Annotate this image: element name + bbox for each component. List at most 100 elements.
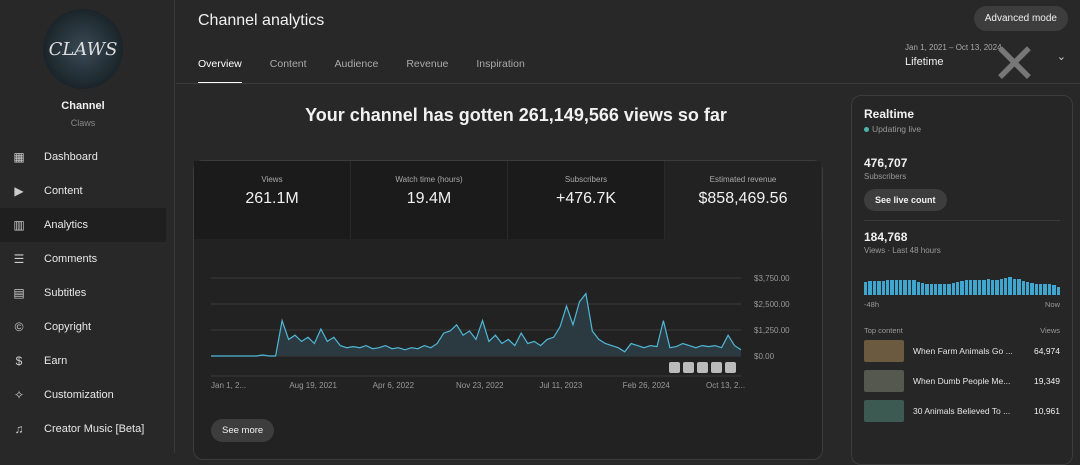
tab-audience[interactable]: Audience bbox=[335, 58, 379, 84]
realtime-bar bbox=[930, 284, 933, 295]
channel-name: Claws bbox=[0, 118, 166, 128]
realtime-bar bbox=[908, 280, 911, 295]
realtime-bar bbox=[1026, 282, 1029, 295]
see-more-button[interactable]: See more bbox=[211, 419, 274, 442]
chart-control-button[interactable] bbox=[697, 362, 708, 373]
top-content-item[interactable]: 30 Animals Believed To ...10,961 bbox=[864, 397, 1060, 425]
realtime-bar bbox=[1022, 281, 1025, 295]
metric-label: Estimated revenue bbox=[665, 175, 821, 184]
realtime-bar bbox=[1043, 284, 1046, 295]
tab-content[interactable]: Content bbox=[270, 58, 307, 84]
main: Channel analytics Overview Content Audienc… bbox=[176, 0, 1080, 453]
views-label: Views · Last 48 hours bbox=[864, 246, 1060, 255]
realtime-bar bbox=[934, 284, 937, 295]
realtime-bar bbox=[903, 280, 906, 295]
realtime-bar bbox=[917, 282, 920, 295]
advanced-mode-button[interactable]: Advanced mode bbox=[974, 6, 1068, 31]
realtime-bar bbox=[943, 284, 946, 295]
sidebar-item-comments[interactable]: ☰ Comments bbox=[0, 242, 166, 276]
realtime-bar bbox=[987, 279, 990, 295]
video-title: 30 Animals Believed To ... bbox=[913, 406, 1034, 416]
y-tick-label: $2,500.00 bbox=[754, 300, 790, 309]
sidebar-item-creator[interactable]: ♫Creator Music [Beta] bbox=[0, 412, 166, 446]
views-headline: Your channel has gotten 261,149,566 view… bbox=[193, 105, 839, 126]
sidebar-item-label: Earn bbox=[44, 355, 67, 367]
tab-overview[interactable]: Overview bbox=[198, 58, 242, 84]
sidebar-item-label: Comments bbox=[44, 253, 97, 265]
magic-wand-icon: ✧ bbox=[12, 388, 26, 402]
y-tick-label: $3,750.00 bbox=[754, 274, 790, 283]
metric-value: 19.4M bbox=[351, 190, 507, 208]
sidebar-item-analytics[interactable]: ▥Analytics bbox=[0, 208, 166, 242]
divider bbox=[176, 83, 1080, 84]
sidebar-item-earn[interactable]: $ Earn bbox=[0, 344, 166, 378]
comments-icon: ☰ bbox=[12, 252, 26, 266]
sidebar-item-label: Analytics bbox=[44, 219, 88, 231]
date-range[interactable]: Jan 1, 2021 – Oct 13, 2024 bbox=[905, 43, 1002, 52]
x-tick-label: Feb 26, 2024 bbox=[623, 381, 671, 390]
metric-value: +476.7K bbox=[508, 190, 664, 208]
realtime-bar bbox=[991, 280, 994, 295]
top-content-item[interactable]: When Dumb People Me...19,349 bbox=[864, 367, 1060, 395]
close-icon: ✕ bbox=[991, 36, 1038, 92]
channel-avatar[interactable]: CLAWS bbox=[43, 9, 123, 89]
page-title: Channel analytics bbox=[198, 12, 324, 30]
chart-control-button[interactable] bbox=[725, 362, 736, 373]
realtime-bar bbox=[1004, 278, 1007, 295]
realtime-bar bbox=[895, 280, 898, 295]
realtime-bar bbox=[947, 284, 950, 295]
metric-estimated[interactable]: Estimated revenue $858,469.56 bbox=[665, 161, 822, 239]
chart-control-button[interactable] bbox=[711, 362, 722, 373]
realtime-bar bbox=[873, 281, 876, 295]
axis-start: -48h bbox=[864, 300, 879, 309]
top-content-item[interactable]: When Farm Animals Go ...64,974 bbox=[864, 337, 1060, 365]
sidebar-item-customization[interactable]: ✧Customization bbox=[0, 378, 166, 412]
sidebar-item-label: Subtitles bbox=[44, 287, 86, 299]
realtime-bar bbox=[890, 280, 893, 295]
live-status-text: Updating live bbox=[872, 124, 921, 134]
tab-revenue[interactable]: Revenue bbox=[406, 58, 448, 84]
video-thumbnail bbox=[864, 370, 904, 392]
realtime-views: 184,768 bbox=[864, 230, 1060, 244]
metric-watch[interactable]: Watch time (hours)19.4M bbox=[351, 161, 508, 239]
realtime-bar bbox=[938, 284, 941, 295]
realtime-bar bbox=[899, 280, 902, 295]
realtime-bar bbox=[960, 281, 963, 295]
sidebar-item-copyright[interactable]: ©Copyright bbox=[0, 310, 166, 344]
sidebar-item-label: Copyright bbox=[44, 321, 91, 333]
realtime-bar bbox=[877, 281, 880, 295]
sidebar-item-label: Content bbox=[44, 185, 83, 197]
y-tick-label: $0.00 bbox=[754, 352, 775, 361]
realtime-bar bbox=[1000, 279, 1003, 295]
see-live-count-button[interactable]: See live count bbox=[864, 189, 947, 211]
x-tick-label: Apr 6, 2022 bbox=[373, 381, 415, 390]
realtime-title: Realtime bbox=[864, 107, 1060, 121]
axis-end: Now bbox=[1045, 300, 1060, 309]
period-select[interactable]: Lifetime bbox=[905, 56, 944, 68]
dollar-icon: $ bbox=[12, 354, 26, 368]
metric-value: $858,469.56 bbox=[665, 190, 821, 208]
dashboard-icon: ▦ bbox=[12, 150, 26, 164]
realtime-bar bbox=[1008, 277, 1011, 295]
realtime-bar bbox=[882, 281, 885, 295]
sidebar-item-subtitles[interactable]: ▤Subtitles bbox=[0, 276, 166, 310]
sidebar-nav: ▦Dashboard▶Content▥Analytics ☰ Comments ▤Su… bbox=[0, 140, 166, 446]
chart-control-button[interactable] bbox=[669, 362, 680, 373]
video-title: When Dumb People Me... bbox=[913, 376, 1034, 386]
realtime-bar bbox=[995, 280, 998, 295]
metric-subscribers[interactable]: Subscribers+476.7K bbox=[508, 161, 665, 239]
realtime-subscribers: 476,707 bbox=[864, 156, 1060, 170]
chart-control-button[interactable] bbox=[683, 362, 694, 373]
realtime-bar bbox=[1030, 283, 1033, 295]
realtime-bar bbox=[1039, 284, 1042, 295]
video-title: When Farm Animals Go ... bbox=[913, 346, 1034, 356]
divider bbox=[864, 220, 1060, 221]
tab-inspiration[interactable]: Inspiration bbox=[476, 58, 524, 84]
chevron-down-icon[interactable]: ⌄ bbox=[1057, 50, 1066, 63]
x-tick-label: Nov 23, 2022 bbox=[456, 381, 504, 390]
sidebar-item-dashboard[interactable]: ▦Dashboard bbox=[0, 140, 166, 174]
sidebar-item-content[interactable]: ▶Content bbox=[0, 174, 166, 208]
realtime-bar bbox=[1048, 284, 1051, 295]
